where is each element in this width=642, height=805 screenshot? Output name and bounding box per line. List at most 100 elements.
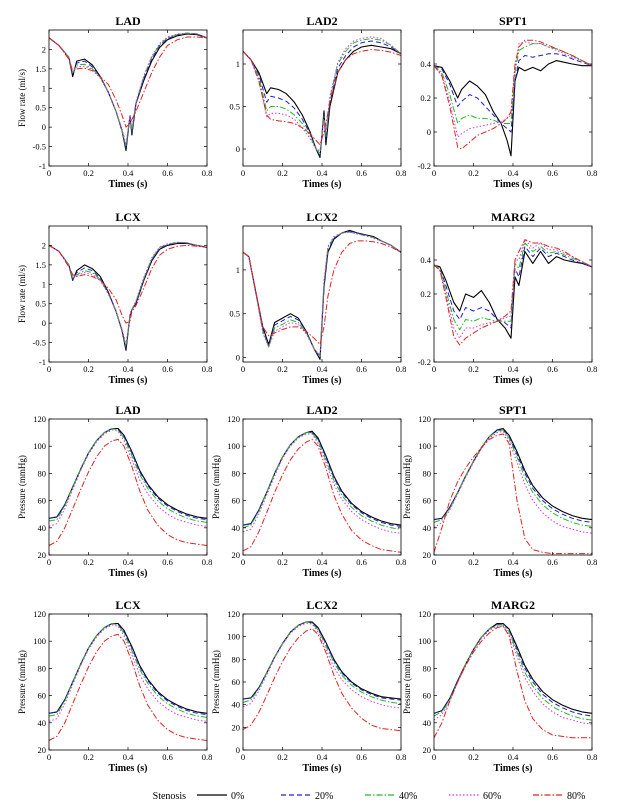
series-80pct-line — [434, 625, 592, 739]
y-tick-label: -0.5 — [33, 142, 46, 152]
y-tick-label: 100 — [418, 636, 431, 646]
y-axis-label: Pressure (mmHg) — [402, 455, 412, 519]
series-80pct-line — [434, 39, 592, 150]
y-tick-label: 100 — [227, 441, 240, 451]
y-tick-label: 20 — [232, 550, 241, 560]
series-80pct-line — [243, 49, 401, 146]
subplot-7: 0 0.2 0.4 0.6 0.8 20 40 60 80 100 120 LAD Times (s) P… — [17, 403, 212, 579]
legend-title: Stenosis — [153, 791, 186, 802]
series-80pct-line — [243, 628, 401, 732]
series-20pct-line — [49, 623, 207, 716]
x-axis-label: Times (s) — [494, 568, 533, 579]
x-tick-label: 0.8 — [202, 557, 213, 567]
series-40pct-line — [434, 429, 592, 527]
x-tick-label: 0 — [241, 752, 245, 762]
y-tick-label: 60 — [232, 496, 241, 506]
y-tick-label: 60 — [423, 496, 432, 506]
series-20pct-line — [243, 621, 401, 701]
x-axis-label: Times (s) — [494, 375, 533, 386]
series-80pct-line — [49, 36, 207, 128]
y-axis-label: Flow rate (ml/s) — [17, 69, 27, 127]
subplot-title: LCX2 — [306, 598, 337, 612]
series-80pct-line — [49, 438, 207, 546]
plot-frame — [48, 225, 208, 363]
x-tick-label: 0.4 — [317, 168, 328, 178]
y-tick-label: 120 — [418, 414, 431, 424]
y-tick-label: 0.4 — [420, 255, 431, 265]
x-axis-label: Times (s) — [303, 763, 342, 774]
x-tick-label: 0.2 — [277, 557, 288, 567]
y-axis-label: Flow rate (ml/s) — [17, 265, 27, 323]
legend-label: 0% — [231, 791, 244, 802]
y-tick-label: 20 — [232, 722, 241, 732]
x-tick-label: 0.8 — [202, 168, 213, 178]
y-axis-label: Pressure (mmHg) — [17, 455, 27, 519]
subplot-12: 0 0.2 0.4 0.6 0.8 20 40 60 80 100 120 MARG2 Times (s… — [402, 598, 597, 774]
x-tick-label: 0.2 — [277, 752, 288, 762]
x-tick-label: 0 — [432, 168, 436, 178]
y-tick-label: 20 — [423, 550, 432, 560]
x-tick-label: 0.4 — [123, 364, 134, 374]
x-tick-label: 0.6 — [162, 364, 173, 374]
subplot-title: LCX2 — [306, 210, 337, 224]
y-tick-label: 0 — [236, 144, 240, 154]
y-tick-label: 80 — [38, 468, 47, 478]
y-tick-label: 100 — [33, 441, 46, 451]
y-axis-label: Pressure (mmHg) — [211, 650, 221, 714]
series-0pct-line — [434, 60, 592, 157]
x-tick-label: 0.2 — [83, 168, 94, 178]
series-0pct-line — [243, 44, 401, 159]
y-tick-label: 0.5 — [35, 299, 46, 309]
y-tick-label: 1 — [236, 59, 240, 69]
y-tick-label: -1 — [39, 357, 46, 367]
y-tick-label: 0.5 — [229, 102, 240, 112]
series-0pct-line — [434, 622, 592, 714]
x-tick-label: 0.8 — [396, 168, 407, 178]
subplot-title: MARG2 — [491, 598, 535, 612]
subplot-4: 0 0.2 0.4 0.6 0.8 -1 -0.5 0 0.5 1 1.5 2 LCX Times (s)… — [17, 210, 212, 386]
x-tick-label: 0.8 — [202, 364, 213, 374]
series-20pct-line — [243, 230, 401, 359]
series-60pct-line — [243, 622, 401, 709]
y-tick-label: 0.2 — [420, 289, 431, 299]
x-tick-label: 0.2 — [468, 557, 479, 567]
series-40pct-line — [49, 623, 207, 718]
x-tick-label: 0.4 — [508, 364, 519, 374]
x-tick-label: 0.4 — [508, 557, 519, 567]
x-tick-label: 0 — [432, 557, 436, 567]
series-60pct-line — [243, 433, 401, 534]
plot-frame — [433, 418, 593, 556]
legend-label: 20% — [315, 791, 333, 802]
series-80pct-line — [434, 433, 592, 555]
x-tick-label: 0.6 — [162, 168, 173, 178]
x-tick-label: 0.6 — [162, 557, 173, 567]
y-tick-label: 80 — [38, 663, 47, 673]
series-40pct-line — [49, 428, 207, 523]
x-tick-label: 0.4 — [123, 557, 134, 567]
x-tick-label: 0.8 — [202, 752, 213, 762]
series-20pct-line — [434, 623, 592, 717]
x-tick-label: 0.4 — [508, 168, 519, 178]
x-tick-label: 0.6 — [162, 752, 173, 762]
y-tick-label: 20 — [38, 745, 47, 755]
series-80pct-line — [243, 438, 401, 553]
y-tick-label: 60 — [38, 496, 47, 506]
y-tick-label: 1.5 — [35, 64, 46, 74]
series-80pct-line — [49, 244, 207, 324]
x-tick-label: 0.8 — [396, 752, 407, 762]
series-0pct-line — [49, 427, 207, 519]
subplot-5: 0 0.2 0.4 0.6 0.8 0 0.5 1 LCX2 Times (s) — [229, 210, 406, 386]
x-tick-label: 0 — [241, 364, 245, 374]
x-tick-label: 0.8 — [587, 752, 598, 762]
y-tick-label: 0.4 — [420, 59, 431, 69]
series-60pct-line — [49, 429, 207, 527]
y-tick-label: 2 — [42, 44, 46, 54]
y-tick-label: -0.2 — [418, 161, 431, 171]
y-tick-label: 0 — [42, 318, 46, 328]
y-tick-label: -0.2 — [418, 357, 431, 367]
x-tick-label: 0.6 — [547, 168, 558, 178]
x-tick-label: 0.4 — [317, 364, 328, 374]
series-60pct-line — [434, 430, 592, 534]
y-tick-label: 100 — [418, 441, 431, 451]
